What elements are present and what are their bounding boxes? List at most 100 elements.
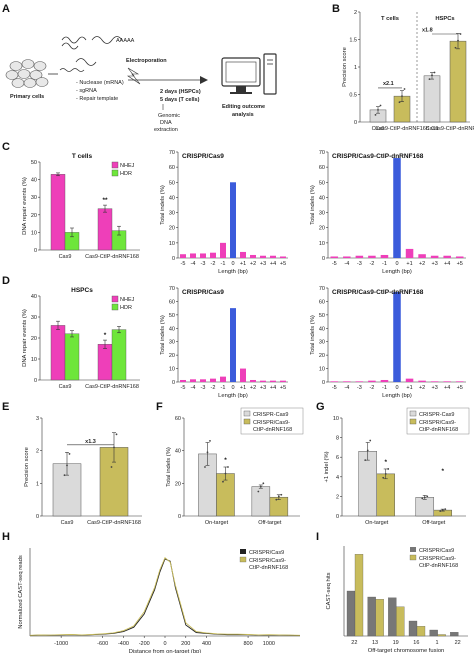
x-tick-label: -1 [221,385,226,391]
x-tick-label: -3 [201,261,206,267]
x-tick-label: +1 [406,385,412,391]
bar [190,379,196,382]
x-tick-label: -4 [191,385,196,391]
analysis-line-2: analysis [232,112,254,118]
bar [376,473,395,517]
significance-annotation: * [441,468,444,475]
y-axis-label: DNA repair events (%) [22,177,28,235]
bar [269,496,289,517]
x-tick-label: +4 [270,385,276,391]
bar [210,378,216,382]
bar [443,381,451,382]
x-tick-label: -4 [191,261,196,267]
cells-icon [5,59,49,88]
x-tick-label: Cas9 [61,520,74,526]
bar [190,253,196,258]
bar [430,381,439,382]
x-tick-label: 0 [163,641,166,647]
data-point [115,433,118,436]
x-tick-label: 0 [231,385,234,391]
y-tick-label: 30 [169,340,175,346]
chart-c-repair-events: 0 10 20 30 40 50 DNA repair events (%) Cas9 Cas9… [22,153,140,260]
legend-label: CRISPR/Cas9- [419,420,456,426]
x-tick-label: +3 [260,385,266,391]
y-tick-label: 0 [322,256,325,262]
panel-label-d: D [2,275,10,287]
y-tick-label: 1 [36,481,39,487]
legend-swatch [409,410,417,417]
input-line-3: - Repair template [76,96,118,102]
chart-d-indels-cas9: 0 10 20 30 40 50 60 70 Total indels (%) -5 -4 -3 -2-… [160,286,288,399]
chart-g-plus1-indel: 0 2 4 6 8 10 +1 indel (%) On-target Off-target CR… [324,407,470,526]
bar [280,256,286,258]
bar [380,254,389,258]
legend-label: CRISPR-Cas9 [419,412,454,418]
data-point [68,453,71,455]
x-tick-label: 0 [231,261,234,267]
legend-label: NHEJ [120,163,135,169]
y-tick-label: 20 [169,226,175,232]
data-point [369,439,372,442]
x-axis-label: Distance from on-target (bp) [129,649,202,653]
y-tick-label: 20 [319,353,325,359]
data-point [382,476,385,479]
data-point [398,101,401,104]
y-tick-label: 40 [175,449,181,455]
x-tick-label: On-target [365,520,389,526]
x-tick-label: 0 [395,385,398,391]
y-tick-label: 50 [319,180,325,186]
nucleic-acid-icon [59,36,123,72]
y-axis-label: Total indels (%) [160,315,166,355]
y-tick-label: 60 [169,165,175,171]
y-axis-label: Precision score [24,447,30,487]
x-tick-label: 200 [181,641,190,647]
x-tick-label: 16 [413,640,419,646]
x-tick-label: -2 [369,385,374,391]
data-point [206,451,209,454]
legend-swatch [409,418,417,425]
y-axis-label: Precision score [342,47,348,87]
x-axis-label: Length (bp) [382,393,412,399]
y-tick-label: 40 [31,178,37,184]
x-tick-label: +2 [250,261,256,267]
chart-f-total-indels: 0 20 40 60 Total indels (%) On-target Off-targ… [166,407,304,526]
significance-annotation: * [384,459,387,466]
y-tick-label: 60 [319,165,325,171]
chart-title: CRISPR/Cas9 [182,153,224,160]
data-point [457,39,459,42]
x-tick-label: -2 [211,385,216,391]
series-line [29,556,301,636]
legend-swatch [243,418,251,425]
legend-label: CRISPR/Cas9 [249,550,284,556]
extraction-line-1: Genomic [158,113,180,119]
y-axis-label: +1 indel (%) [324,451,330,482]
x-tick-label: Cas9 [372,126,385,132]
bar [250,379,256,382]
legend-swatch [239,556,247,563]
y-axis-label: Total indels (%) [166,447,172,487]
x-axis-label: Length (bp) [218,393,248,399]
chart-d-repair-events: 0 10 20 30 40 DNA repair events (%) Cas9 Cas9-C… [22,287,140,390]
data-point [384,472,387,475]
x-tick-label: Cas9-CtIP-dnRNF168 [87,520,141,526]
electroporation-label: Electroporation [126,58,167,64]
bar [416,626,426,637]
x-tick-label: Cas9 [59,254,72,260]
bar [270,380,276,382]
bar [180,379,186,382]
y-tick-label: 10 [31,230,37,236]
bar [240,368,246,382]
data-point [377,109,379,111]
x-tick-label: +4 [444,261,450,267]
y-tick-label: 20 [31,336,37,342]
significance-annotation: * [224,457,227,464]
y-tick-label: 50 [319,313,325,319]
y-tick-label: 60 [175,416,181,422]
input-line-1: - Nuclease (mRNA) [76,80,124,86]
x-axis-label: Length (bp) [218,269,248,275]
y-tick-label: 20 [31,213,37,219]
bar [240,251,246,258]
chart-h-cast-seq-reads: Normalized CAST-seq reads -1000 -600 -400 -2… [18,548,301,653]
y-tick-label: 70 [319,150,325,156]
x-tick-label: +1 [240,385,246,391]
